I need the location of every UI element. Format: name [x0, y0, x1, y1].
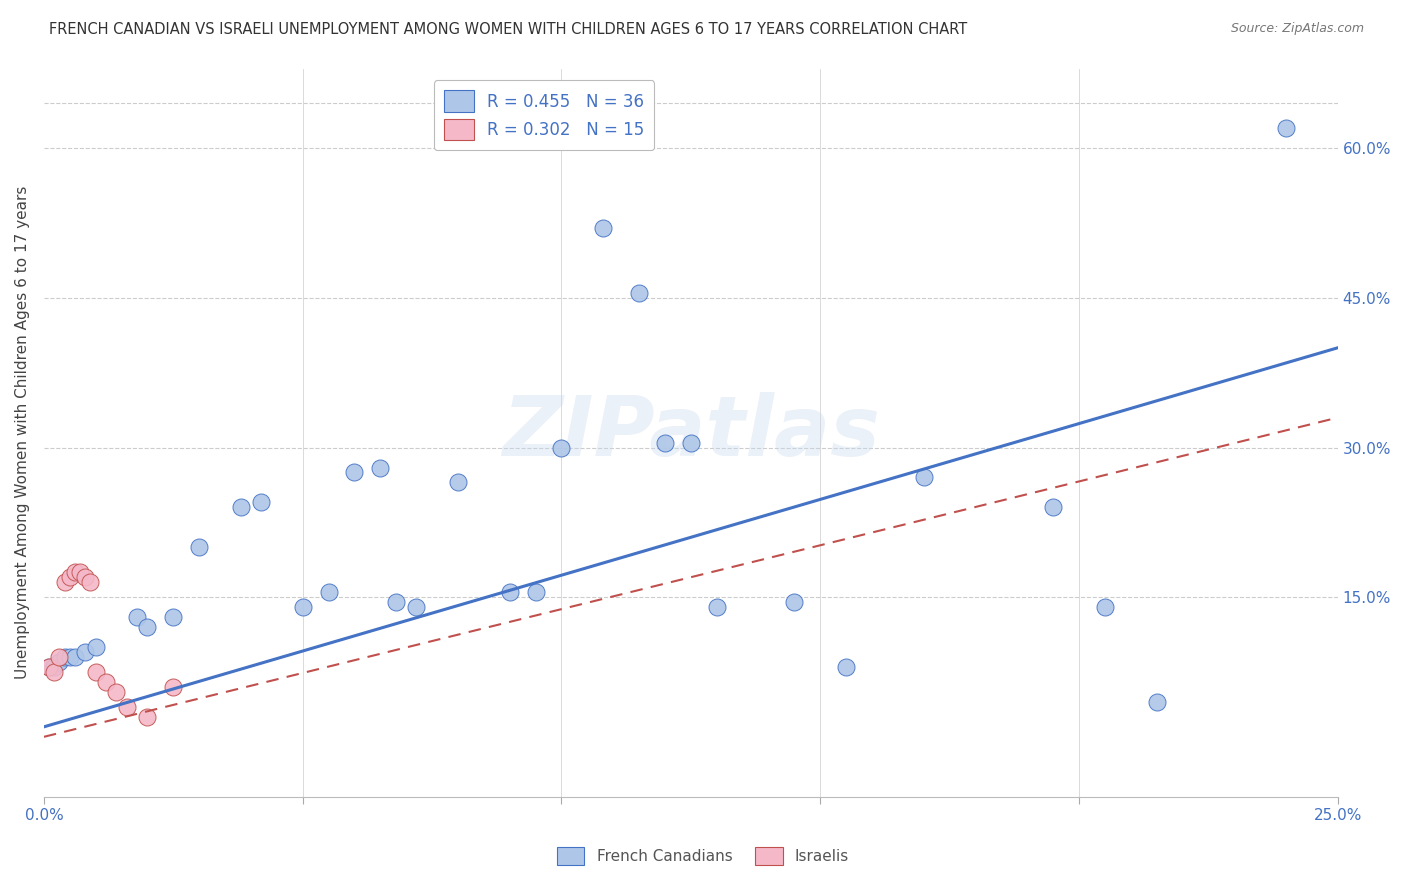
- Point: [136, 620, 159, 634]
- Point: [447, 475, 470, 490]
- Point: [1275, 121, 1298, 136]
- Point: [94, 675, 117, 690]
- Point: [44, 665, 66, 679]
- Point: [84, 640, 107, 654]
- Point: [550, 441, 572, 455]
- Text: ZIPatlas: ZIPatlas: [502, 392, 880, 473]
- Point: [291, 600, 314, 615]
- Point: [53, 650, 76, 665]
- Point: [125, 610, 148, 624]
- Y-axis label: Unemployment Among Women with Children Ages 6 to 17 years: Unemployment Among Women with Children A…: [15, 186, 30, 680]
- Point: [250, 495, 273, 509]
- Point: [38, 660, 60, 674]
- Point: [835, 660, 858, 674]
- Point: [524, 585, 547, 599]
- Point: [1042, 500, 1064, 515]
- Legend: R = 0.455   N = 36, R = 0.302   N = 15: R = 0.455 N = 36, R = 0.302 N = 15: [434, 80, 654, 150]
- Point: [1094, 600, 1116, 615]
- Point: [48, 650, 70, 665]
- Point: [53, 575, 76, 590]
- Point: [63, 566, 86, 580]
- Point: [59, 650, 82, 665]
- Point: [368, 460, 391, 475]
- Point: [384, 595, 406, 609]
- Point: [783, 595, 806, 609]
- Point: [63, 650, 86, 665]
- Point: [162, 680, 184, 694]
- Point: [69, 566, 91, 580]
- Point: [79, 575, 101, 590]
- Point: [229, 500, 252, 515]
- Text: Source: ZipAtlas.com: Source: ZipAtlas.com: [1230, 22, 1364, 36]
- Point: [44, 660, 66, 674]
- Point: [84, 665, 107, 679]
- Point: [1146, 695, 1168, 709]
- Point: [48, 655, 70, 669]
- Legend: French Canadians, Israelis: French Canadians, Israelis: [551, 841, 855, 871]
- Point: [343, 466, 366, 480]
- Point: [162, 610, 184, 624]
- Point: [912, 470, 935, 484]
- Point: [105, 685, 128, 699]
- Point: [75, 570, 97, 584]
- Point: [318, 585, 340, 599]
- Point: [627, 285, 650, 300]
- Point: [706, 600, 728, 615]
- Point: [59, 570, 82, 584]
- Point: [136, 710, 159, 724]
- Point: [498, 585, 520, 599]
- Point: [38, 660, 60, 674]
- Point: [405, 600, 427, 615]
- Point: [75, 645, 97, 659]
- Text: FRENCH CANADIAN VS ISRAELI UNEMPLOYMENT AMONG WOMEN WITH CHILDREN AGES 6 TO 17 Y: FRENCH CANADIAN VS ISRAELI UNEMPLOYMENT …: [49, 22, 967, 37]
- Point: [654, 435, 676, 450]
- Point: [679, 435, 702, 450]
- Point: [188, 541, 211, 555]
- Point: [592, 221, 614, 235]
- Point: [115, 699, 138, 714]
